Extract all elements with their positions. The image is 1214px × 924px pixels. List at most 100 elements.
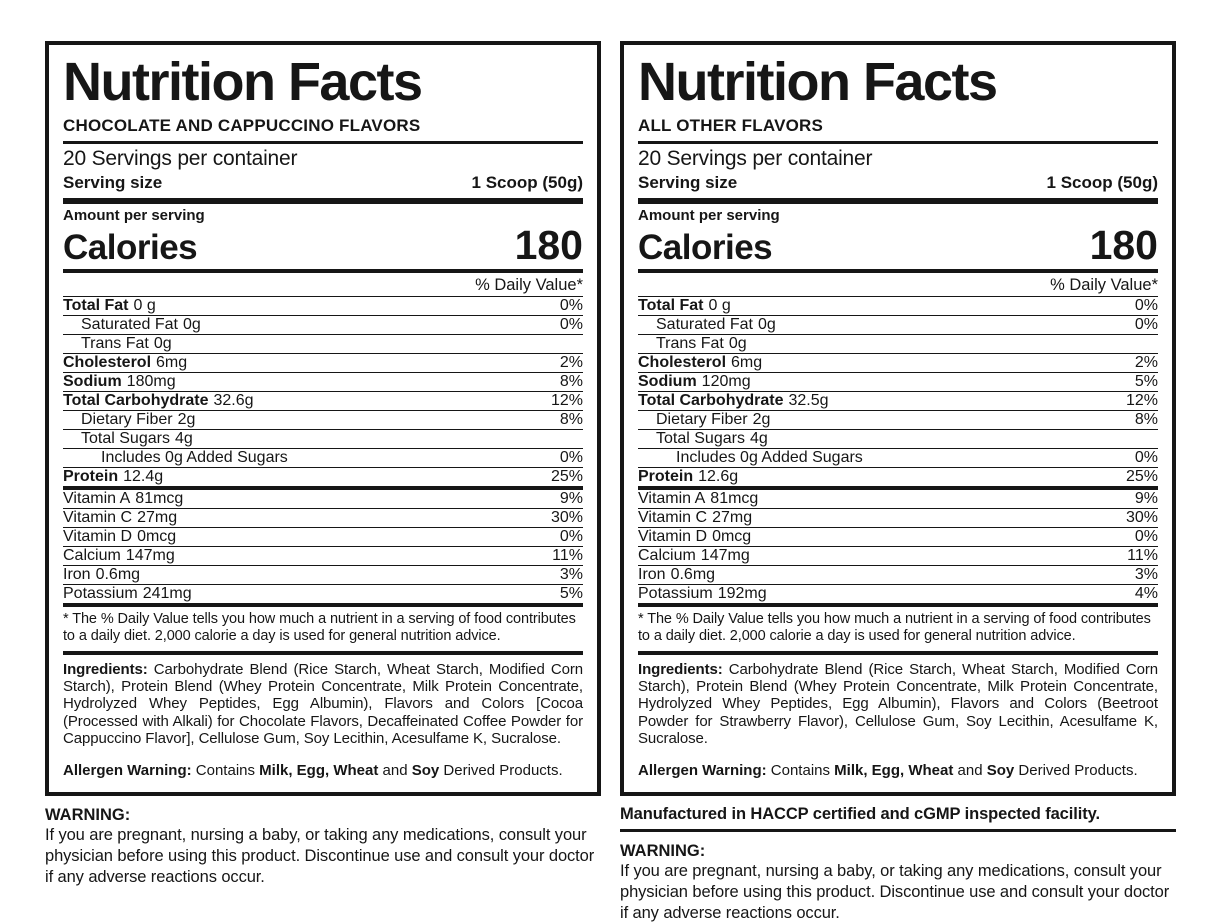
serving-size-row: Serving size 1 Scoop (50g) [638, 172, 1158, 196]
nutrient-daily-value: 0% [559, 297, 583, 314]
nutrient-daily-value: 8% [559, 411, 583, 428]
nutrient-label: Trans Fat 0g [81, 335, 172, 352]
nutrient-row: Cholesterol 6mg 2% [638, 354, 1158, 373]
nutrient-daily-value: 0% [559, 316, 583, 333]
ingredients-label: Ingredients: [638, 660, 723, 678]
column-all-other-flavors: Nutrition Facts ALL OTHER FLAVORS 20 Ser… [620, 41, 1176, 924]
nutrient-row: Trans Fat 0g [63, 335, 583, 354]
nutrient-daily-value: 9% [1134, 490, 1158, 507]
nutrient-row: Sodium 120mg 5% [638, 373, 1158, 392]
daily-value-footnote: * The % Daily Value tells you how much a… [638, 607, 1158, 655]
nutrient-label: Potassium 241mg [63, 585, 192, 602]
servings-per-container: 20 Servings per container [638, 147, 873, 170]
nutrient-label: Calcium 147mg [63, 547, 175, 564]
calories-row: Calories 180 [63, 225, 583, 268]
nutrient-daily-value: 5% [559, 585, 583, 602]
nutrient-row: Potassium 192mg 4% [638, 585, 1158, 607]
nutrient-label: Total Sugars 4g [81, 430, 193, 447]
nutrient-row: Total Carbohydrate 32.5g 12% [638, 392, 1158, 411]
nutrient-row: Protein 12.6g 25% [638, 468, 1158, 490]
nutrient-label: Cholesterol 6mg [63, 354, 188, 371]
nutrient-daily-value: 3% [559, 566, 583, 583]
nutrient-label: Vitamin C 27mg [638, 509, 753, 526]
nutrition-labels-page: { "left": { "title": "Nutrition Facts", … [45, 41, 1176, 923]
serving-size-value: 1 Scoop (50g) [471, 173, 583, 192]
nutrient-label: Total Carbohydrate 32.6g [63, 392, 254, 409]
nutrient-row: Cholesterol 6mg 2% [63, 354, 583, 373]
nutrient-label: Total Fat 0 g [638, 297, 731, 314]
nutrient-row: Calcium 147mg 11% [638, 547, 1158, 566]
warning-block-right: WARNING: If you are pregnant, nursing a … [620, 841, 1176, 924]
calories-value: 180 [514, 222, 583, 268]
nutrient-row: Includes 0g Added Sugars 0% [638, 449, 1158, 468]
daily-value-header: % Daily Value* [63, 275, 583, 297]
nutrient-daily-value: 30% [550, 509, 583, 526]
warning-text: If you are pregnant, nursing a baby, or … [45, 825, 595, 886]
flavor-subtitle: CHOCOLATE AND CAPPUCCINO FLAVORS [63, 116, 421, 135]
divider [638, 198, 1158, 204]
calories-row: Calories 180 [638, 225, 1158, 268]
ingredients-label: Ingredients: [63, 660, 148, 678]
nutrient-label: Potassium 192mg [638, 585, 767, 602]
nutrient-daily-value: 30% [1125, 509, 1158, 526]
nutrient-label: Dietary Fiber 2g [81, 411, 196, 428]
nutrient-daily-value: 9% [559, 490, 583, 507]
nutrient-row: Potassium 241mg 5% [63, 585, 583, 607]
nutrient-row: Total Fat 0 g 0% [638, 297, 1158, 316]
nutrient-row: Total Sugars 4g [638, 430, 1158, 449]
nutrient-row: Vitamin C 27mg 30% [63, 509, 583, 528]
nutrient-daily-value: 2% [559, 354, 583, 371]
serving-size-label: Serving size [63, 173, 163, 192]
panel-title: Nutrition Facts [63, 52, 423, 112]
warning-text: If you are pregnant, nursing a baby, or … [620, 862, 1170, 923]
ingredients: Ingredients: Carbohydrate Blend (Rice St… [638, 660, 1158, 748]
nutrition-panel-left: Nutrition Facts CHOCOLATE AND CAPPUCCINO… [45, 41, 601, 796]
daily-value-header: % Daily Value* [638, 275, 1158, 297]
nutrient-daily-value: 0% [559, 528, 583, 545]
warning-title: WARNING: [45, 805, 131, 824]
nutrient-label: Includes 0g Added Sugars [676, 449, 863, 466]
nutrient-daily-value: 11% [552, 547, 583, 564]
nutrient-daily-value: 0% [559, 449, 583, 466]
warning-title: WARNING: [620, 842, 706, 861]
nutrient-label: Vitamin A 81mcg [638, 490, 759, 507]
nutrient-label: Sodium 120mg [638, 373, 751, 390]
nutrient-daily-value: 2% [1134, 354, 1158, 371]
nutrient-daily-value: 5% [1134, 373, 1158, 390]
daily-value-footnote: * The % Daily Value tells you how much a… [63, 607, 583, 655]
nutrient-row: Total Carbohydrate 32.6g 12% [63, 392, 583, 411]
divider [63, 141, 583, 144]
nutrient-label: Protein 12.4g [63, 468, 164, 485]
nutrient-label: Vitamin D 0mcg [638, 528, 752, 545]
nutrient-daily-value: 12% [550, 392, 583, 409]
nutrient-label: Includes 0g Added Sugars [101, 449, 288, 466]
nutrient-rows: Total Fat 0 g 0% Saturated Fat 0g 0% Trans… [638, 297, 1158, 607]
nutrient-row: Iron 0.6mg 3% [638, 566, 1158, 585]
servings-per-container: 20 Servings per container [63, 147, 298, 170]
nutrient-daily-value: 4% [1134, 585, 1158, 602]
nutrient-label: Total Sugars 4g [656, 430, 768, 447]
nutrient-daily-value: 25% [1125, 468, 1158, 485]
amount-per-serving-label: Amount per serving [63, 207, 205, 224]
ingredients: Ingredients: Carbohydrate Blend (Rice St… [63, 660, 583, 748]
allergen-warning: Allergen Warning: Contains Milk, Egg, Wh… [638, 761, 1138, 779]
divider [63, 269, 583, 273]
nutrient-row: Trans Fat 0g [638, 335, 1158, 354]
nutrient-daily-value: 0% [1134, 316, 1158, 333]
nutrient-label: Vitamin A 81mcg [63, 490, 184, 507]
nutrient-daily-value: 12% [1125, 392, 1158, 409]
manufactured-note: Manufactured in HACCP certified and cGMP… [620, 804, 1100, 823]
allergen-warning: Allergen Warning: Contains Milk, Egg, Wh… [63, 761, 563, 779]
nutrient-label: Sodium 180mg [63, 373, 176, 390]
nutrient-daily-value: 25% [550, 468, 583, 485]
nutrient-label: Protein 12.6g [638, 468, 739, 485]
divider [620, 828, 1176, 833]
calories-label: Calories [638, 228, 773, 267]
nutrient-row: Vitamin D 0mcg 0% [63, 528, 583, 547]
divider [638, 141, 1158, 144]
nutrient-label: Cholesterol 6mg [638, 354, 763, 371]
divider [638, 269, 1158, 273]
nutrient-label: Dietary Fiber 2g [656, 411, 771, 428]
nutrient-rows: Total Fat 0 g 0% Saturated Fat 0g 0% Trans… [63, 297, 583, 607]
nutrient-label: Calcium 147mg [638, 547, 750, 564]
